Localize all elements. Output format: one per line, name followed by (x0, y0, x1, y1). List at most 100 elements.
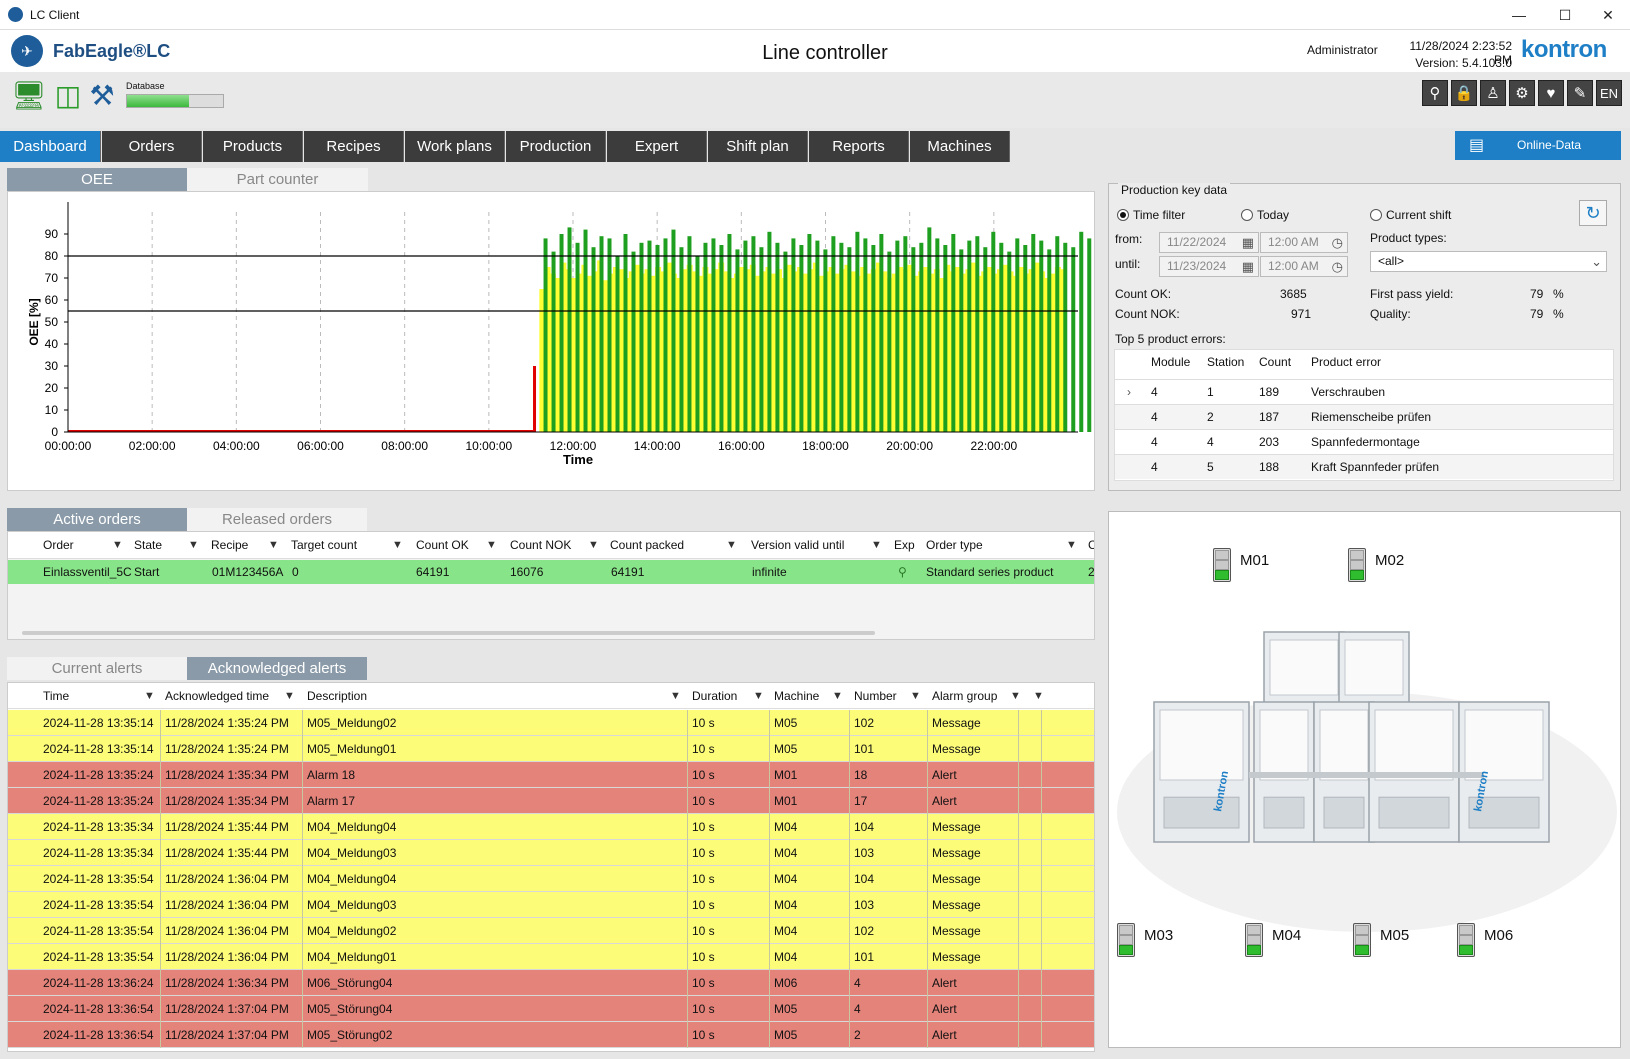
filter-icon[interactable]: ▼ (392, 539, 403, 551)
table-row[interactable]: 2024-11-28 13:36:24 11/28/2024 1:36:34 PM… (8, 970, 1094, 996)
clock-icon[interactable]: ◷ (1331, 259, 1343, 274)
column-header-count-packed[interactable]: Count packed (610, 538, 685, 552)
tab-oee[interactable]: OEE (7, 168, 187, 191)
maximize-button[interactable]: ☐ (1558, 7, 1572, 23)
filter-icon[interactable]: ▼ (188, 539, 199, 551)
column-header-number[interactable]: Number (854, 689, 897, 703)
product-types-select[interactable]: <all> ⌄ (1370, 251, 1607, 272)
column-header-c[interactable]: C (1088, 532, 1094, 559)
table-row[interactable]: 2024-11-28 13:35:24 11/28/2024 1:35:34 PM… (8, 762, 1094, 788)
column-header-description[interactable]: Description (307, 689, 368, 703)
table-row[interactable]: 2024-11-28 13:35:54 11/28/2024 1:36:04 PM… (8, 892, 1094, 918)
from-date-input[interactable]: 11/22/2024 ▦ (1159, 232, 1259, 253)
table-row[interactable]: 2024-11-28 13:35:54 11/28/2024 1:36:04 PM… (8, 866, 1094, 892)
close-button[interactable]: ✕ (1602, 7, 1614, 23)
tools-icon[interactable]: ⚒ (89, 80, 115, 111)
filter-icon[interactable]: ▼ (486, 539, 497, 551)
from-time-input[interactable]: 12:00 AM ◷ (1260, 232, 1348, 253)
table-row[interactable]: 2024-11-28 13:35:34 11/28/2024 1:35:44 PM… (8, 814, 1094, 840)
filter-icon[interactable]: ▼ (726, 539, 737, 551)
filter-icon[interactable]: ▼ (1066, 539, 1077, 551)
table-row[interactable]: › 4 1 189 Verschrauben (1115, 379, 1613, 404)
settings-icon[interactable]: ⚙ (1509, 80, 1535, 106)
calendar-icon[interactable]: ▦ (1241, 259, 1254, 274)
radio-time-filter[interactable]: Time filter (1117, 208, 1185, 222)
database-icon[interactable]: ◫ (54, 80, 82, 111)
nav-tab-production[interactable]: Production (506, 131, 606, 162)
radio-current-shift[interactable]: Current shift (1370, 208, 1451, 222)
column-header-order-type[interactable]: Order type (926, 538, 983, 552)
nav-tab-recipes[interactable]: Recipes (304, 131, 404, 162)
column-header-time[interactable]: Time (43, 689, 70, 703)
filter-icon[interactable]: ▼ (588, 539, 599, 551)
horizontal-scrollbar[interactable] (22, 631, 875, 635)
nav-tab-dashboard[interactable]: Dashboard (0, 131, 101, 162)
column-header-station[interactable]: Station (1207, 355, 1245, 369)
table-row[interactable]: 4 2 187 Riemenscheibe prüfen (1115, 404, 1613, 429)
nav-tab-expert[interactable]: Expert (607, 131, 707, 162)
filter-icon[interactable]: ▼ (832, 690, 843, 702)
key-icon[interactable]: ⚲ (1422, 80, 1448, 106)
column-header-recipe[interactable]: Recipe (211, 538, 249, 552)
refresh-icon[interactable]: ↻ (1579, 200, 1607, 226)
clock-icon[interactable]: ◷ (1331, 235, 1343, 250)
filter-icon[interactable]: ▼ (871, 539, 882, 551)
filter-icon[interactable]: ▼ (753, 690, 764, 702)
report-icon[interactable]: ✎ (1567, 80, 1593, 106)
table-row[interactable]: 4 4 203 Spannfedermontage (1115, 429, 1613, 454)
column-header-duration[interactable]: Duration (692, 689, 738, 703)
column-header-target-count[interactable]: Target count (291, 538, 358, 552)
until-time-input[interactable]: 12:00 AM ◷ (1260, 256, 1348, 277)
nav-tab-products[interactable]: Products (203, 131, 303, 162)
filter-icon[interactable]: ▼ (284, 690, 295, 702)
column-header-exp[interactable]: Exp (894, 538, 915, 552)
tab-part-counter[interactable]: Part counter (187, 168, 368, 191)
table-row[interactable]: 2024-11-28 13:36:54 11/28/2024 1:37:04 PM… (8, 996, 1094, 1022)
filter-icon[interactable]: ▼ (1033, 690, 1044, 702)
table-row[interactable]: Einlassventil_5C Start 01M123456A 0 6419… (8, 560, 1094, 584)
pin-icon[interactable]: ⚲ (898, 565, 907, 579)
table-row[interactable]: 2024-11-28 13:35:54 11/28/2024 1:36:04 PM… (8, 918, 1094, 944)
nav-tab-reports[interactable]: Reports (809, 131, 909, 162)
column-header-module[interactable]: Module (1151, 355, 1191, 369)
table-row[interactable]: 2024-11-28 13:35:14 11/28/2024 1:35:24 PM… (8, 736, 1094, 762)
table-row[interactable]: 2024-11-28 13:36:54 11/28/2024 1:37:04 PM… (8, 1022, 1094, 1048)
nav-tab-orders[interactable]: Orders (102, 131, 202, 162)
tab-active-orders[interactable]: Active orders (7, 508, 187, 531)
table-row[interactable]: 2024-11-28 13:35:34 11/28/2024 1:35:44 PM… (8, 840, 1094, 866)
minimize-button[interactable]: — (1512, 7, 1526, 23)
nav-tab-work-plans[interactable]: Work plans (405, 131, 505, 162)
filter-icon[interactable]: ▼ (670, 690, 681, 702)
filter-icon[interactable]: ▼ (1010, 690, 1021, 702)
calendar-icon[interactable]: ▦ (1241, 235, 1254, 250)
language-button[interactable]: EN (1596, 80, 1622, 106)
filter-icon[interactable]: ▼ (112, 539, 123, 551)
table-row[interactable]: 2024-11-28 13:35:24 11/28/2024 1:35:34 PM… (8, 788, 1094, 814)
column-header-state[interactable]: State (134, 538, 163, 552)
nav-tab-shift-plan[interactable]: Shift plan (708, 131, 808, 162)
until-date-input[interactable]: 11/23/2024 ▦ (1159, 256, 1259, 277)
column-header-machine[interactable]: Machine (774, 689, 820, 703)
column-header-acknowledged-time[interactable]: Acknowledged time (165, 689, 270, 703)
column-header-order[interactable]: Order (43, 538, 74, 552)
online-data-button[interactable]: ▤ Online-Data (1455, 131, 1621, 160)
users-icon[interactable]: ♙ (1480, 80, 1506, 106)
column-header-count-ok[interactable]: Count OK (416, 538, 469, 552)
nav-tab-machines[interactable]: Machines (910, 131, 1010, 162)
lock-icon[interactable]: 🔒 (1451, 80, 1477, 106)
radio-today[interactable]: Today (1241, 208, 1289, 222)
column-header-version-valid-until[interactable]: Version valid until (751, 538, 845, 552)
health-icon[interactable]: ♥ (1538, 80, 1564, 106)
tab-current-alerts[interactable]: Current alerts (7, 657, 187, 680)
network-monitor-icon[interactable]: 🖥 (11, 80, 47, 111)
column-header-product-error[interactable]: Product error (1311, 355, 1382, 369)
table-row[interactable]: 2024-11-28 13:35:54 11/28/2024 1:36:04 PM… (8, 944, 1094, 970)
filter-icon[interactable]: ▼ (144, 690, 155, 702)
table-row[interactable]: 2024-11-28 13:35:14 11/28/2024 1:35:24 PM… (8, 710, 1094, 736)
column-header-count-nok[interactable]: Count NOK (510, 538, 572, 552)
column-header-alarm-group[interactable]: Alarm group (932, 689, 998, 703)
chevron-right-icon[interactable]: › (1127, 385, 1131, 399)
tab-acknowledged-alerts[interactable]: Acknowledged alerts (187, 657, 367, 680)
table-row[interactable]: 4 5 188 Kraft Spannfeder prüfen (1115, 454, 1613, 479)
filter-icon[interactable]: ▼ (910, 690, 921, 702)
